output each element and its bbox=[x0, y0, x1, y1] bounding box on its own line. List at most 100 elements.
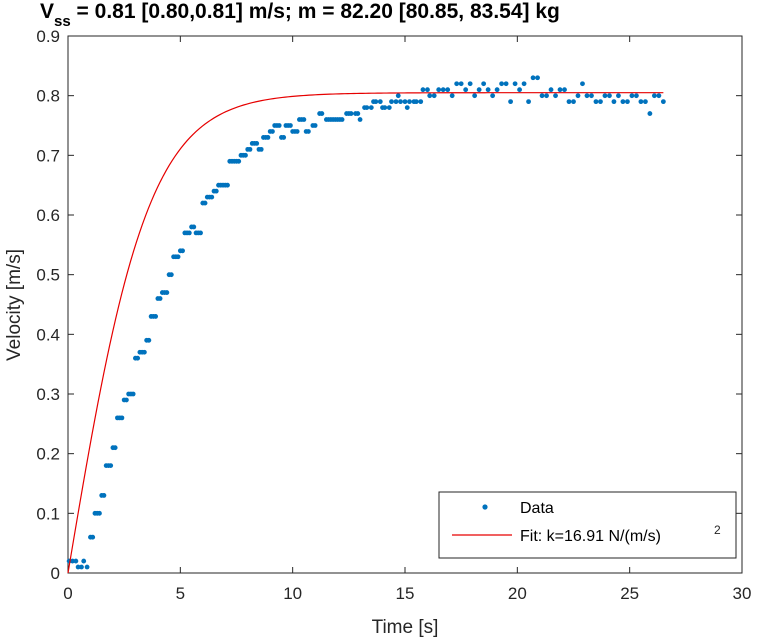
data-point bbox=[301, 117, 307, 122]
data-point bbox=[593, 99, 599, 105]
data-point bbox=[656, 93, 662, 99]
data-point bbox=[436, 87, 442, 93]
data-point bbox=[101, 493, 107, 498]
x-tick-label: 20 bbox=[508, 584, 527, 603]
data-point bbox=[402, 99, 408, 105]
data-point bbox=[276, 123, 282, 128]
x-tick-label: 5 bbox=[176, 584, 185, 603]
legend-fit-label: Fit: k=16.91 N/(m/s) bbox=[520, 528, 661, 545]
data-point bbox=[393, 99, 399, 105]
y-tick-label: 0.2 bbox=[36, 445, 60, 464]
data-point bbox=[97, 510, 102, 516]
data-point bbox=[112, 445, 118, 451]
legend-data-marker bbox=[482, 504, 488, 510]
data-point bbox=[566, 99, 572, 105]
x-tick-labels: 0 5 10 15 20 25 30 bbox=[63, 584, 751, 603]
y-tick-labels: 0 0.1 0.2 0.3 0.4 0.5 0.6 0.7 0.8 0.9 bbox=[36, 27, 60, 583]
data-point bbox=[589, 93, 594, 99]
data-point bbox=[73, 558, 79, 564]
y-tick-label: 0.3 bbox=[36, 385, 60, 404]
data-point bbox=[407, 99, 412, 105]
data-point bbox=[517, 87, 522, 93]
data-point bbox=[571, 99, 576, 105]
data-point bbox=[357, 117, 363, 122]
title-v-main: V bbox=[40, 0, 54, 23]
data-point bbox=[209, 194, 215, 200]
data-point bbox=[84, 564, 90, 570]
data-point bbox=[584, 93, 590, 99]
data-point bbox=[294, 129, 300, 134]
data-point bbox=[544, 93, 549, 99]
data-point bbox=[490, 93, 496, 99]
data-point bbox=[481, 81, 487, 87]
data-point bbox=[418, 99, 424, 105]
x-axis-label: Time [s] bbox=[372, 617, 439, 637]
data-point bbox=[413, 99, 419, 105]
data-point bbox=[485, 87, 491, 93]
title-v-subscript: ss bbox=[54, 13, 71, 30]
data-point bbox=[398, 99, 403, 105]
data-point bbox=[440, 87, 446, 93]
data-point bbox=[503, 81, 509, 87]
data-point bbox=[81, 558, 87, 564]
data-point bbox=[90, 534, 96, 540]
data-point bbox=[557, 87, 563, 93]
y-tick-label: 0.8 bbox=[36, 87, 60, 106]
y-tick-label: 0.7 bbox=[36, 146, 60, 165]
data-point bbox=[611, 99, 617, 105]
data-point bbox=[530, 75, 536, 81]
data-point bbox=[539, 93, 545, 99]
data-point bbox=[431, 93, 437, 99]
data-point bbox=[467, 81, 473, 87]
data-point bbox=[258, 146, 264, 152]
data-point bbox=[157, 296, 163, 301]
data-point bbox=[225, 182, 230, 188]
data-point bbox=[620, 99, 626, 105]
data-point bbox=[377, 99, 383, 105]
legend-fit-superscript: 2 bbox=[714, 523, 721, 537]
x-tick-label: 15 bbox=[396, 584, 415, 603]
data-point bbox=[382, 105, 388, 110]
data-point bbox=[508, 99, 513, 105]
data-point bbox=[395, 93, 401, 99]
data-point bbox=[355, 111, 361, 116]
legend-data-label: Data bbox=[520, 500, 554, 517]
data-point bbox=[638, 99, 644, 105]
y-tick-label: 0.9 bbox=[36, 27, 60, 46]
data-point bbox=[404, 105, 410, 110]
data-point bbox=[168, 272, 174, 278]
data-point bbox=[651, 93, 657, 99]
svg-text:Vss = 0.81 [0.80,0.81] m/s; m: Vss = 0.81 [0.80,0.81] m/s; m = 82.20 [8… bbox=[40, 0, 560, 30]
x-tick-label: 10 bbox=[283, 584, 302, 603]
data-point bbox=[499, 81, 505, 87]
y-tick-label: 0.4 bbox=[36, 325, 60, 344]
data-point bbox=[562, 87, 567, 93]
data-point bbox=[629, 93, 635, 99]
data-point bbox=[535, 75, 540, 81]
data-point bbox=[373, 99, 379, 105]
data-point bbox=[79, 564, 84, 570]
data-point bbox=[625, 99, 630, 105]
data-point bbox=[458, 81, 464, 87]
axis-ticks bbox=[67, 35, 743, 574]
legend: Data Fit: k=16.91 N/(m/s) 2 bbox=[438, 491, 737, 559]
chart-title: Vss = 0.81 [0.80,0.81] m/s; m = 82.20 [8… bbox=[40, 0, 560, 30]
y-tick-label: 0 bbox=[51, 564, 60, 583]
data-point bbox=[454, 81, 460, 87]
data-point bbox=[119, 415, 125, 421]
data-point bbox=[124, 397, 129, 403]
data-point bbox=[186, 230, 192, 236]
data-point bbox=[254, 141, 260, 146]
data-point bbox=[312, 123, 318, 128]
data-point bbox=[548, 87, 554, 93]
data-point bbox=[319, 111, 325, 116]
data-point bbox=[108, 463, 114, 468]
data-point bbox=[243, 152, 248, 158]
data-point bbox=[634, 93, 639, 99]
data-point bbox=[236, 158, 242, 164]
data-point bbox=[575, 93, 581, 99]
data-point bbox=[348, 111, 354, 116]
data-point bbox=[213, 188, 219, 194]
data-point bbox=[607, 93, 612, 99]
